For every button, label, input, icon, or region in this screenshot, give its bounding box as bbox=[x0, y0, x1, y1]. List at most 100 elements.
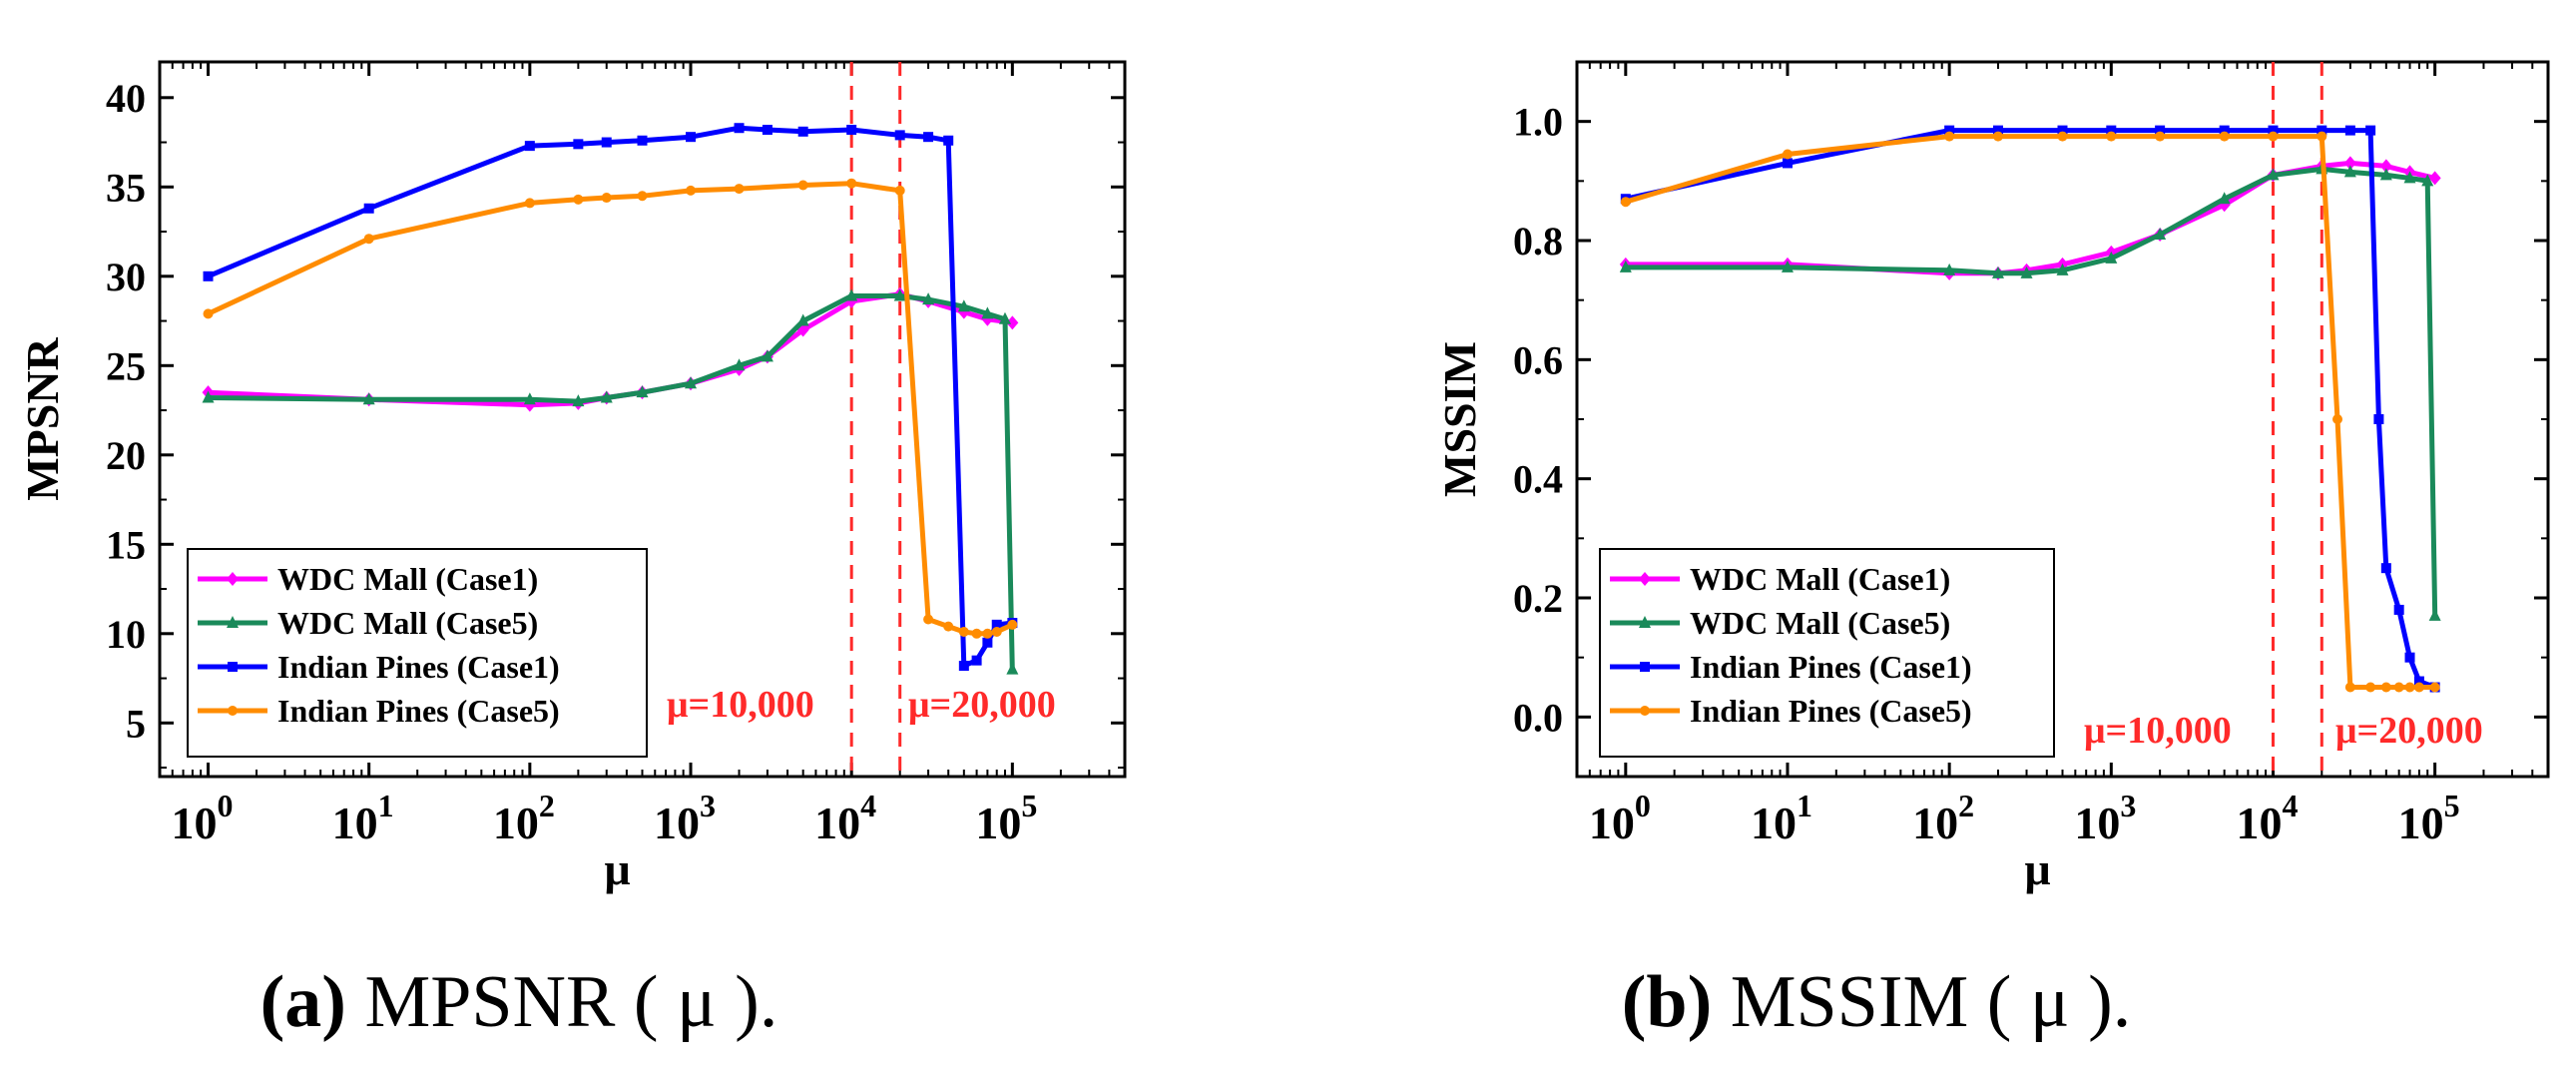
x-tick-label: 103 bbox=[2074, 788, 2136, 848]
data-point bbox=[2332, 414, 2343, 424]
data-point bbox=[991, 627, 1002, 638]
data-point bbox=[958, 627, 969, 638]
data-point bbox=[2379, 159, 2392, 174]
data-point bbox=[2365, 125, 2376, 136]
data-point bbox=[2317, 131, 2327, 142]
data-point bbox=[2155, 125, 2166, 136]
data-point bbox=[2267, 168, 2280, 181]
legend-marker bbox=[1640, 706, 1650, 716]
data-point bbox=[845, 288, 858, 301]
x-tick-label: 101 bbox=[332, 788, 394, 848]
data-point bbox=[2373, 414, 2384, 424]
y-tick-label: 0.6 bbox=[1513, 337, 1563, 382]
x-tick-label: 102 bbox=[493, 788, 555, 848]
legend-marker bbox=[1639, 572, 1651, 586]
x-tick-exponent: 2 bbox=[539, 788, 555, 823]
y-tick-label: 40 bbox=[106, 76, 146, 121]
data-point bbox=[2106, 125, 2117, 136]
data-point bbox=[1620, 197, 1631, 208]
x-tick-exponent: 1 bbox=[378, 788, 394, 823]
x-axis-title: μ bbox=[2024, 843, 2050, 894]
data-point bbox=[2428, 171, 2441, 186]
data-point bbox=[362, 392, 375, 405]
y-tick-label: 35 bbox=[106, 165, 146, 210]
data-point bbox=[797, 126, 808, 137]
data-point bbox=[991, 619, 1002, 630]
x-tick-base: 10 bbox=[2398, 798, 2444, 848]
threshold-annotation: μ=20,000 bbox=[908, 684, 1056, 726]
x-tick-label: 105 bbox=[2398, 788, 2460, 848]
x-tick-label: 100 bbox=[172, 788, 234, 848]
legend-label: Indian Pines (Case5) bbox=[277, 693, 560, 729]
data-point bbox=[998, 311, 1011, 324]
caption-b-text: MSSIM ( μ ). bbox=[1712, 961, 2131, 1043]
x-tick-base: 10 bbox=[1589, 798, 1635, 848]
data-point bbox=[1944, 131, 1955, 142]
y-tick-label: 5 bbox=[126, 701, 146, 746]
x-tick-exponent: 1 bbox=[1797, 788, 1812, 823]
x-tick-label: 104 bbox=[2236, 788, 2298, 848]
data-point bbox=[734, 123, 745, 134]
data-point bbox=[2393, 604, 2404, 615]
data-point bbox=[2219, 131, 2230, 142]
data-point bbox=[2105, 251, 2118, 264]
legend-label: Indian Pines (Case5) bbox=[1690, 693, 1972, 729]
chart-mpsnr: 100 101 102 103 104 105510152025303540μMPSNRμ… bbox=[17, 60, 1127, 894]
x-tick-base: 10 bbox=[1912, 798, 1958, 848]
y-tick-label: 25 bbox=[106, 343, 146, 388]
x-tick-base: 10 bbox=[332, 798, 378, 848]
caption-a: (a) MPSNR ( μ ). bbox=[260, 961, 778, 1043]
x-tick-base: 10 bbox=[1751, 798, 1797, 848]
series-group bbox=[202, 123, 1019, 675]
data-point bbox=[2343, 156, 2356, 171]
x-tick-exponent: 4 bbox=[860, 788, 876, 823]
data-point bbox=[202, 390, 215, 403]
data-point bbox=[923, 132, 934, 143]
data-point bbox=[922, 292, 935, 305]
x-tick-base: 10 bbox=[814, 798, 860, 848]
data-point bbox=[2317, 125, 2327, 136]
x-axis-title: μ bbox=[604, 843, 630, 894]
legend-box bbox=[1599, 548, 2055, 758]
y-tick-label: 0.2 bbox=[1513, 576, 1563, 621]
data-point bbox=[971, 655, 982, 666]
data-point bbox=[733, 358, 746, 371]
data-point bbox=[957, 299, 970, 312]
data-point bbox=[1991, 266, 2004, 278]
caption-a-letter: (a) bbox=[260, 961, 346, 1043]
data-point bbox=[523, 392, 536, 405]
data-point bbox=[573, 194, 584, 205]
data-point bbox=[1781, 260, 1794, 272]
legend-label: WDC Mall (Case1) bbox=[1690, 561, 1950, 597]
y-tick-label: 1.0 bbox=[1513, 100, 1563, 145]
data-point bbox=[982, 628, 993, 639]
data-point bbox=[1992, 131, 2003, 142]
x-tick-label: 101 bbox=[1751, 788, 1812, 848]
x-tick-exponent: 4 bbox=[2282, 788, 2298, 823]
legend-box bbox=[187, 548, 648, 758]
data-point bbox=[203, 308, 214, 319]
threshold-annotation: μ=10,000 bbox=[667, 684, 814, 726]
data-point bbox=[686, 185, 697, 196]
data-point bbox=[1007, 619, 1018, 630]
series-group bbox=[1619, 125, 2441, 693]
data-point bbox=[734, 184, 745, 195]
data-point bbox=[2056, 263, 2069, 275]
x-tick-exponent: 2 bbox=[1958, 788, 1974, 823]
data-point bbox=[636, 385, 649, 398]
data-point bbox=[1782, 149, 1793, 160]
data-point bbox=[2413, 676, 2424, 687]
y-tick-label: 20 bbox=[106, 433, 146, 478]
x-tick-label: 103 bbox=[654, 788, 716, 848]
data-point bbox=[796, 313, 809, 326]
x-tick-label: 105 bbox=[975, 788, 1037, 848]
data-point bbox=[363, 234, 374, 245]
legend-marker bbox=[1639, 616, 1651, 628]
threshold-annotation: μ=10,000 bbox=[2084, 710, 2232, 752]
data-point bbox=[2155, 131, 2166, 142]
data-point bbox=[2344, 125, 2355, 136]
data-point bbox=[2393, 682, 2404, 693]
data-point bbox=[685, 376, 698, 389]
data-point bbox=[761, 349, 773, 362]
